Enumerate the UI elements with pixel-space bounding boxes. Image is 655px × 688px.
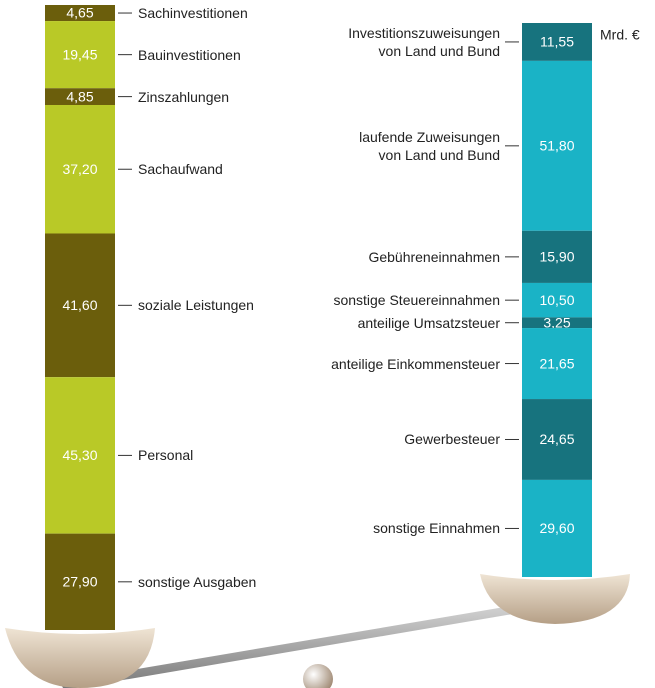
value-label: 10,50 [539,292,574,308]
value-label: 19,45 [62,46,97,62]
category-label: sonstige Ausgaben [138,573,256,591]
value-label: 11,55 [540,34,574,50]
value-label: 27,90 [62,574,97,590]
category-label: laufende Zuweisungen von Land und Bund [359,128,500,164]
value-label: 24,65 [539,431,574,447]
category-label: sonstige Steuereinnahmen [333,291,500,309]
category-label: Personal [138,446,193,464]
chart-svg: Mrd. € 4,65 19,45 4,85 37,20 41,60 45,30 27,90… [0,0,655,688]
category-label: Bauinvestitionen [138,46,241,64]
unit-label: Mrd. € [600,27,640,43]
value-label: 51,80 [539,138,574,154]
category-label: Gewerbesteuer [404,430,500,448]
category-label: Zinszahlungen [138,88,229,106]
left-pan [5,628,155,688]
value-label: 15,90 [539,249,574,265]
category-label: Gebühreneinnahmen [368,248,500,266]
value-label: 41,60 [62,297,97,313]
category-label: Sachaufwand [138,160,223,178]
value-label: 29,60 [539,520,574,536]
category-label: sonstige Einnahmen [373,519,500,537]
category-label: soziale Leistungen [138,296,254,314]
value-label: 21,65 [539,355,574,371]
category-label: anteilige Einkommensteuer [331,355,500,373]
value-label: 45,30 [62,447,97,463]
value-label: 4,65 [66,5,93,21]
chart: Mrd. € 4,65 19,45 4,85 37,20 41,60 45,30 27,90… [0,0,655,688]
right-pan [480,574,630,624]
category-label: Sachinvestitionen [138,4,248,22]
category-label: Investitionszuweisungen von Land und Bun… [348,24,500,60]
value-label: 3,25 [543,314,570,330]
category-label: anteilige Umsatzsteuer [358,314,500,332]
value-label: 4,85 [66,88,93,104]
pivot [303,664,333,688]
value-label: 37,20 [62,161,97,177]
